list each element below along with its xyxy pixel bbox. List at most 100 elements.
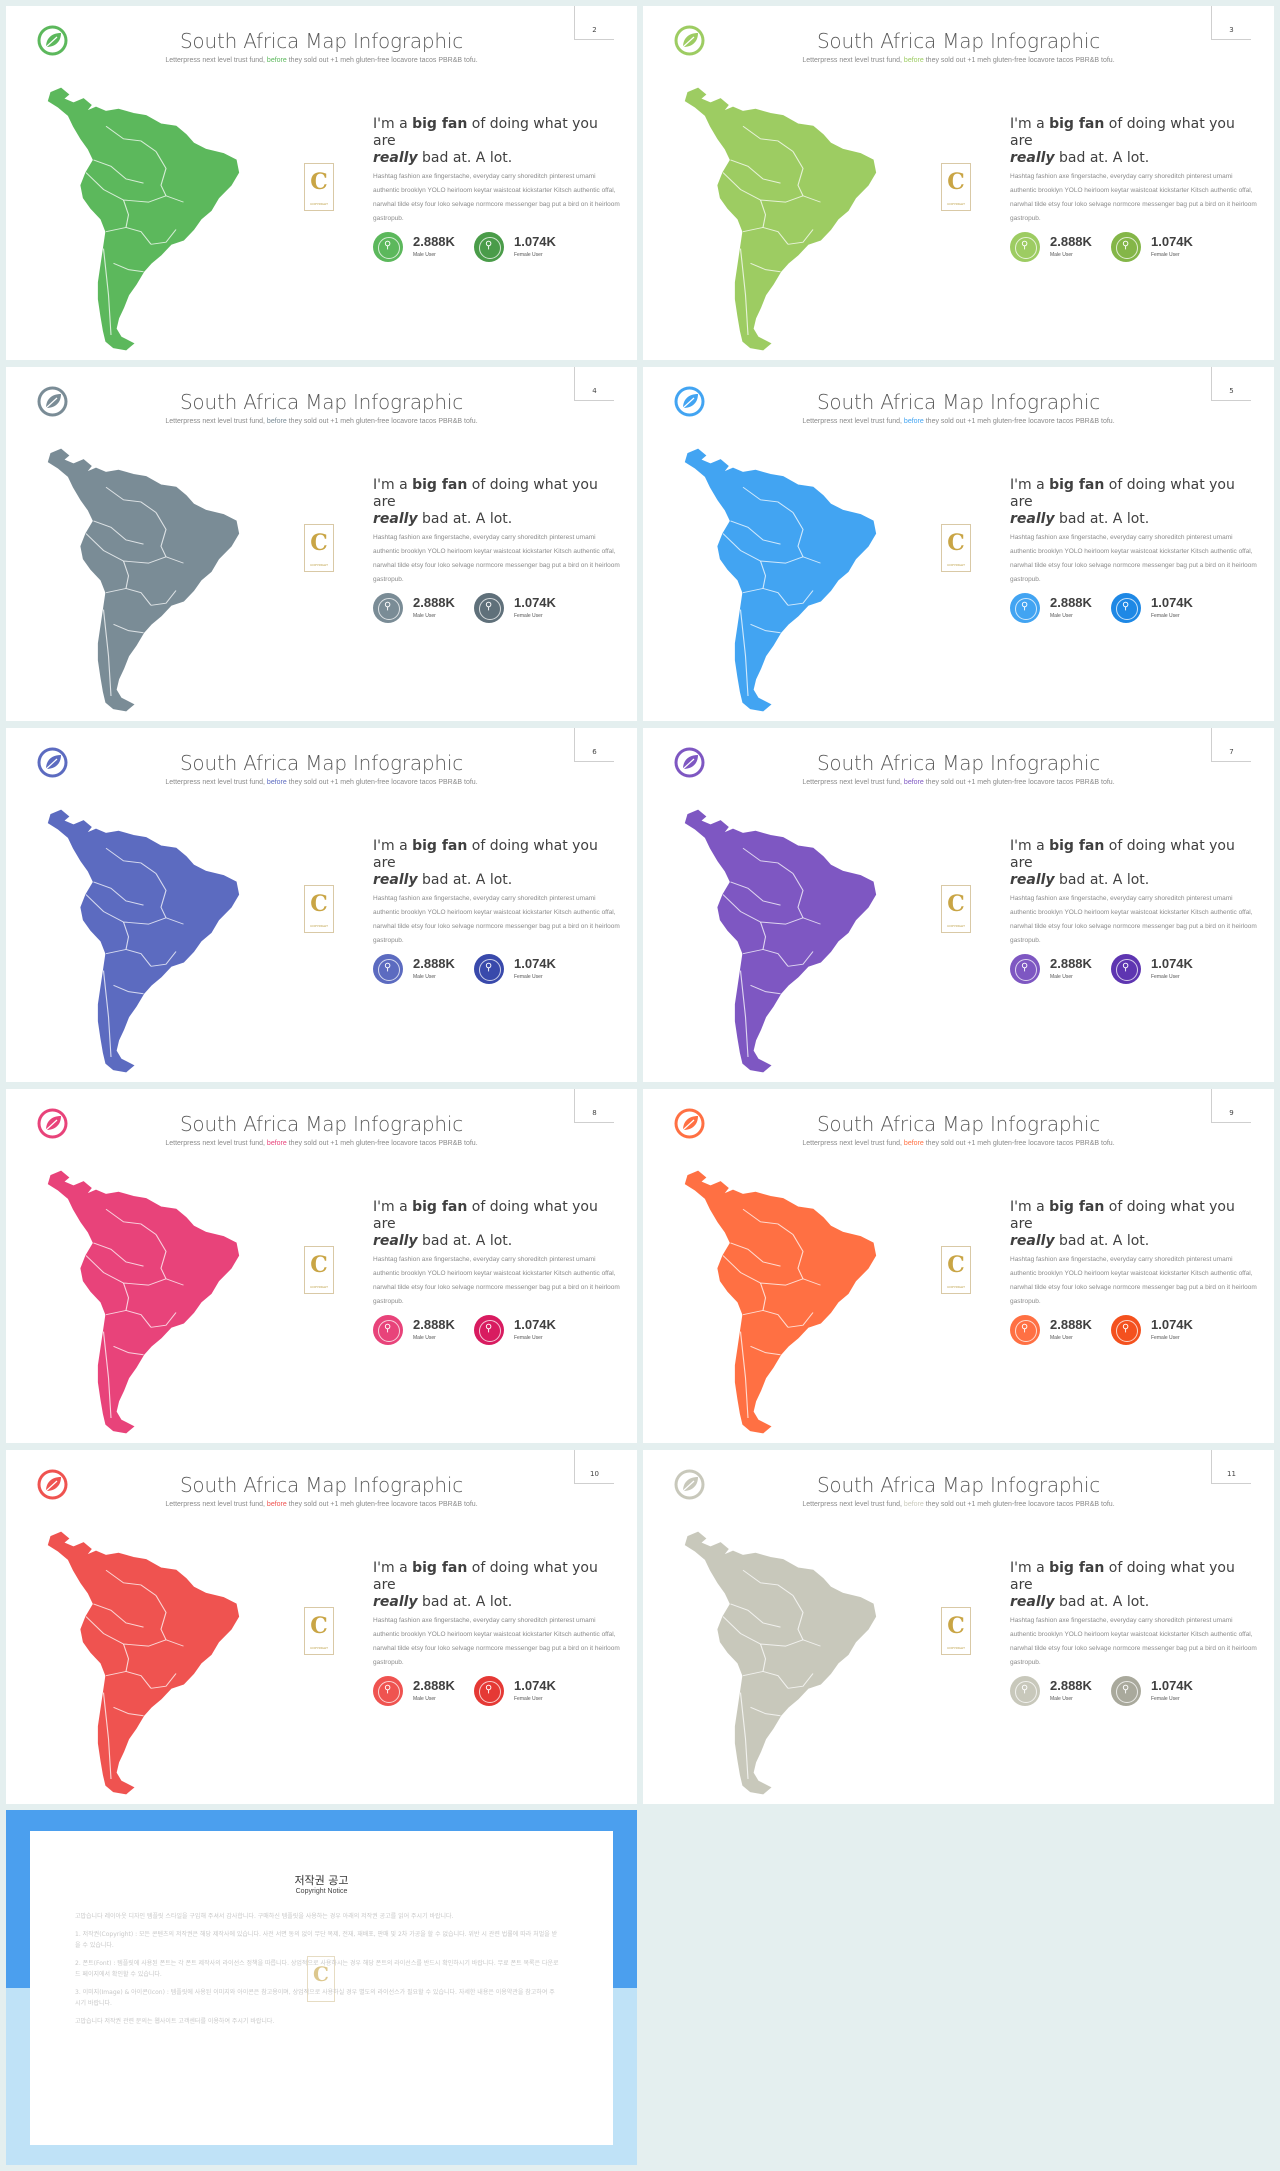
subtitle-highlight: before bbox=[903, 57, 924, 64]
heading-italic: really bbox=[373, 1594, 418, 1610]
stat-male-user: ⚲ 2.888K Male User bbox=[373, 593, 473, 625]
stat-female-user: ⚲ 1.074K Female User bbox=[1111, 1315, 1211, 1347]
slide-subtitle: Letterpress next level trust fund, befor… bbox=[643, 1140, 1274, 1147]
stat-value: 2.888K bbox=[413, 595, 455, 610]
leaf-logo-icon bbox=[37, 1108, 68, 1139]
south-america-map bbox=[36, 445, 261, 715]
slide-card: 6 South Africa Map Infographic Letterpre… bbox=[6, 728, 637, 1082]
heading-text: bad at. A lot. bbox=[417, 1233, 513, 1249]
heading-bold: big fan bbox=[412, 477, 468, 493]
subtitle-text: Letterpress next level trust fund, bbox=[802, 1140, 904, 1147]
subtitle-highlight: before bbox=[903, 779, 924, 786]
stat-male-user: ⚲ 2.888K Male User bbox=[1010, 1315, 1110, 1347]
stat-value: 1.074K bbox=[514, 956, 556, 971]
male-user-icon: ⚲ bbox=[373, 1676, 403, 1706]
slide-subtitle: Letterpress next level trust fund, befor… bbox=[643, 418, 1274, 425]
south-america-map bbox=[673, 84, 898, 354]
slide-card: 3 South Africa Map Infographic Letterpre… bbox=[643, 6, 1274, 360]
stat-label: Female User bbox=[1151, 1696, 1180, 1702]
page-number-box: 8 bbox=[574, 1089, 614, 1123]
badge-letter: C bbox=[310, 891, 328, 917]
badge-text: COPYRIGHT bbox=[947, 924, 965, 928]
stat-value: 1.074K bbox=[514, 234, 556, 249]
south-america-map bbox=[36, 806, 261, 1076]
south-america-map bbox=[36, 1167, 261, 1437]
page-number: 2 bbox=[592, 26, 597, 34]
subtitle-text: Letterpress next level trust fund, bbox=[802, 418, 904, 425]
stat-value: 1.074K bbox=[514, 595, 556, 610]
slide-heading: I'm a big fan of doing what you are real… bbox=[373, 477, 613, 528]
page-number-box: 6 bbox=[574, 728, 614, 762]
stat-male-user: ⚲ 2.888K Male User bbox=[373, 232, 473, 264]
heading-bold: big fan bbox=[1049, 116, 1105, 132]
heading-italic: really bbox=[1010, 1233, 1055, 1249]
slide-title: South Africa Map Infographic bbox=[179, 390, 464, 414]
copyright-badge: C COPYRIGHT bbox=[941, 1246, 971, 1294]
leaf-logo-icon bbox=[37, 747, 68, 778]
stat-female-user: ⚲ 1.074K Female User bbox=[1111, 593, 1211, 625]
heading-italic: really bbox=[1010, 150, 1055, 166]
subtitle-highlight: before bbox=[903, 1140, 924, 1147]
heading-bold: big fan bbox=[412, 838, 468, 854]
subtitle-text: they sold out +1 meh gluten-free locavor… bbox=[286, 1140, 478, 1147]
stat-label: Male User bbox=[413, 613, 436, 619]
heading-bold: big fan bbox=[412, 116, 468, 132]
heading-text: of doing what you are bbox=[373, 477, 598, 510]
slide-card: 11 South Africa Map Infographic Letterpr… bbox=[643, 1450, 1274, 1804]
heading-text: bad at. A lot. bbox=[1054, 1233, 1150, 1249]
stat-value: 2.888K bbox=[413, 1678, 455, 1693]
slide-heading: I'm a big fan of doing what you are real… bbox=[373, 838, 613, 889]
stat-female-user: ⚲ 1.074K Female User bbox=[474, 593, 574, 625]
south-america-map bbox=[36, 84, 261, 354]
female-user-icon: ⚲ bbox=[1111, 232, 1141, 262]
copyright-slide: 저작권 공고 Copyright Notice C 고맙습니다 레이아웃 디자인… bbox=[6, 1810, 637, 2165]
south-america-map bbox=[673, 806, 898, 1076]
male-user-icon: ⚲ bbox=[373, 954, 403, 984]
copyright-badge: C COPYRIGHT bbox=[941, 885, 971, 933]
badge-letter: C bbox=[947, 891, 965, 917]
badge-text: COPYRIGHT bbox=[310, 563, 328, 567]
page-number-box: 10 bbox=[574, 1450, 614, 1484]
heading-bold: big fan bbox=[412, 1199, 468, 1215]
badge-letter: C bbox=[947, 530, 965, 556]
heading-text: of doing what you are bbox=[373, 116, 598, 149]
female-user-icon: ⚲ bbox=[1111, 954, 1141, 984]
slide-card: 5 South Africa Map Infographic Letterpre… bbox=[643, 367, 1274, 721]
heading-text: I'm a bbox=[373, 838, 413, 854]
slide-body-text: Hashtag fashion axe fingerstache, everyd… bbox=[1010, 895, 1257, 944]
copyright-paragraph: 3. 이미지(Image) & 아이콘(Icon) : 템플릿에 사용된 이미지… bbox=[75, 1989, 555, 2007]
page-number: 8 bbox=[592, 1109, 597, 1117]
slide-title: South Africa Map Infographic bbox=[816, 390, 1101, 414]
subtitle-highlight: before bbox=[266, 1140, 287, 1147]
heading-text: of doing what you are bbox=[1010, 116, 1235, 149]
subtitle-text: they sold out +1 meh gluten-free locavor… bbox=[923, 1501, 1115, 1508]
slide-subtitle: Letterpress next level trust fund, befor… bbox=[643, 1501, 1274, 1508]
heading-text: of doing what you are bbox=[1010, 1199, 1235, 1232]
slide-title: South Africa Map Infographic bbox=[816, 1473, 1101, 1497]
heading-bold: big fan bbox=[412, 1560, 468, 1576]
heading-bold: big fan bbox=[1049, 838, 1105, 854]
heading-bold: big fan bbox=[1049, 1560, 1105, 1576]
slide-body-text: Hashtag fashion axe fingerstache, everyd… bbox=[1010, 173, 1257, 222]
subtitle-text: they sold out +1 meh gluten-free locavor… bbox=[286, 779, 478, 786]
slide-heading: I'm a big fan of doing what you are real… bbox=[1010, 838, 1250, 889]
page-number: 9 bbox=[1229, 1109, 1234, 1117]
south-america-map bbox=[673, 1167, 898, 1437]
stat-male-user: ⚲ 2.888K Male User bbox=[373, 1315, 473, 1347]
copyright-badge: C COPYRIGHT bbox=[304, 1246, 334, 1294]
badge-text: COPYRIGHT bbox=[947, 1646, 965, 1650]
heading-text: of doing what you are bbox=[1010, 838, 1235, 871]
badge-text: COPYRIGHT bbox=[310, 924, 328, 928]
stat-value: 2.888K bbox=[1050, 234, 1092, 249]
slide-card: 2 South Africa Map Infographic Letterpre… bbox=[6, 6, 637, 360]
stat-female-user: ⚲ 1.074K Female User bbox=[474, 232, 574, 264]
subtitle-text: they sold out +1 meh gluten-free locavor… bbox=[286, 57, 478, 64]
badge-letter: C bbox=[310, 530, 328, 556]
badge-letter: C bbox=[947, 1252, 965, 1278]
heading-text: of doing what you are bbox=[373, 1199, 598, 1232]
heading-text: I'm a bbox=[1010, 1560, 1050, 1576]
subtitle-highlight: before bbox=[903, 1501, 924, 1508]
stat-label: Male User bbox=[1050, 613, 1073, 619]
slide-body-text: Hashtag fashion axe fingerstache, everyd… bbox=[1010, 1617, 1257, 1666]
copyright-paragraph: 고맙습니다 저작권 관련 문의는 웹사이트 고객센터를 이용하여 주시기 바랍니… bbox=[75, 2018, 275, 2025]
